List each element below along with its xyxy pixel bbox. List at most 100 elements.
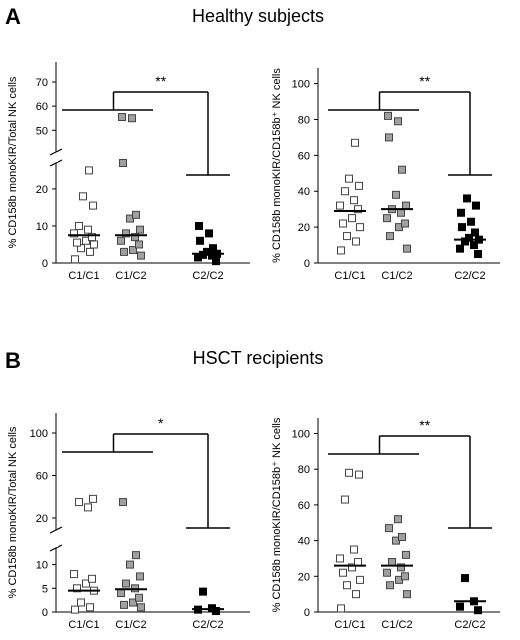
data-point-c1-c1	[84, 503, 92, 512]
axis-break-mark	[49, 159, 63, 167]
significance-label: **	[419, 417, 430, 433]
y-tick-label: 60	[298, 500, 310, 512]
category-label: C1/C2	[381, 270, 412, 282]
data-point-c1-c2	[119, 498, 127, 507]
data-point-c1-c2	[383, 568, 391, 577]
plot-2: 0 20 40 60 80 100 % CD158b monoKIR/CD158b⁺ NK …	[271, 68, 500, 282]
data-point-c1-c2	[126, 560, 134, 569]
data-point-c2-c2	[467, 217, 475, 226]
data-point-c1-c1	[84, 225, 92, 234]
category-label: C1/C1	[334, 619, 365, 631]
data-point-c1-c1	[70, 570, 78, 579]
data-point-c1-c1	[89, 201, 97, 210]
significance-label: **	[419, 73, 430, 89]
data-point-c2-c2	[457, 208, 465, 217]
data-point-c1-c2	[131, 233, 139, 242]
data-point-c2-c2	[474, 606, 482, 615]
panel-a-letter: A	[5, 4, 21, 29]
plot-1: 0 10 20 50 60 70 % CD158b monoKIR/Total NK cel…	[7, 62, 250, 282]
data-point-c2-c2	[205, 229, 213, 238]
data-point-c1-c1	[341, 495, 349, 504]
data-point-c1-c2	[394, 515, 402, 524]
data-point-c1-c2	[386, 232, 394, 241]
data-point-c1-c1	[73, 238, 81, 247]
y-tick-label: 0	[304, 258, 310, 270]
plot-4: 0 20 40 60 80 100 % CD158b monoKIR/CD158b⁺ NK …	[271, 417, 500, 631]
data-point-c1-c1	[82, 579, 90, 588]
data-point-c1-c1	[71, 255, 79, 264]
y-tick-label: 100	[292, 79, 310, 91]
significance-label: **	[155, 73, 166, 89]
y-tick-label: 70	[36, 77, 48, 89]
data-point-c1-c1	[348, 214, 356, 223]
y-axis-label: % CD158b monoKIR/Total NK cells	[7, 426, 19, 598]
data-point-c1-c1	[345, 468, 353, 477]
data-point-c1-c1	[339, 568, 347, 577]
data-point-c2-c2	[199, 587, 207, 596]
data-point-c1-c2	[403, 590, 411, 599]
data-point-c1-c2	[137, 603, 145, 612]
data-point-c2-c2	[456, 244, 464, 253]
data-point-c1-c1	[71, 605, 79, 614]
data-point-c2-c2	[470, 241, 478, 250]
data-point-c1-c1	[86, 247, 94, 256]
data-point-c2-c2	[461, 574, 469, 583]
data-point-c1-c2	[132, 210, 140, 219]
category-label: C1/C1	[68, 270, 99, 282]
data-point-c1-c1	[75, 221, 83, 230]
data-point-c1-c1	[88, 574, 96, 583]
axis-break-gap	[55, 531, 58, 547]
data-point-c1-c2	[388, 558, 396, 567]
data-point-c1-c2	[132, 551, 140, 560]
y-tick-label: 40	[298, 186, 310, 198]
data-point-c1-c1	[337, 604, 345, 613]
data-point-c1-c2	[398, 533, 406, 542]
data-point-c1-c1	[90, 240, 98, 249]
data-point-c1-c1	[352, 237, 360, 246]
data-point-c1-c2	[118, 113, 126, 121]
y-tick-label: 20	[36, 184, 48, 196]
panel-b-letter: B	[5, 348, 21, 373]
data-point-c1-c2	[135, 240, 143, 249]
axis-break-gap	[55, 153, 58, 162]
y-tick-label: 60	[298, 150, 310, 162]
data-point-c1-c2	[394, 117, 402, 126]
data-point-c2-c2	[195, 221, 203, 230]
data-point-c1-c2	[398, 165, 406, 174]
data-point-c1-c1	[351, 138, 359, 147]
category-label: C2/C2	[192, 619, 223, 631]
data-point-c1-c2	[128, 114, 136, 123]
y-tick-label: 100	[30, 428, 48, 440]
data-point-c1-c2	[385, 524, 393, 533]
data-point-c1-c1	[345, 174, 353, 183]
data-point-c1-c2	[122, 229, 130, 238]
category-label: C1/C1	[334, 270, 365, 282]
data-point-c1-c2	[401, 572, 409, 581]
data-point-c1-c1	[89, 494, 97, 503]
data-point-c1-c1	[352, 590, 360, 599]
data-point-c1-c2	[397, 208, 405, 217]
data-point-c1-c1	[356, 575, 364, 584]
y-tick-label: 20	[36, 513, 48, 525]
data-point-c1-c2	[401, 219, 409, 228]
y-tick-label: 60	[36, 101, 48, 113]
y-tick-label: 0	[42, 258, 48, 270]
data-point-c2-c2	[472, 201, 480, 210]
y-axis-label: % CD158b monoKIR/Total NK cells	[7, 76, 19, 248]
data-point-c1-c1	[339, 219, 347, 228]
y-tick-label: 0	[42, 607, 48, 619]
data-point-c1-c2	[402, 201, 410, 210]
data-point-c1-c2	[129, 246, 137, 255]
data-point-c1-c1	[343, 232, 351, 241]
data-point-c1-c1	[350, 545, 358, 554]
data-point-c1-c2	[397, 563, 405, 572]
data-point-c1-c1	[355, 470, 363, 479]
data-point-c2-c2	[471, 228, 479, 237]
significance-label: *	[158, 415, 164, 431]
data-point-c1-c2	[117, 236, 125, 245]
data-point-c1-c1	[79, 192, 87, 201]
data-point-c1-c1	[354, 558, 362, 567]
axis-break-mark	[49, 526, 63, 534]
